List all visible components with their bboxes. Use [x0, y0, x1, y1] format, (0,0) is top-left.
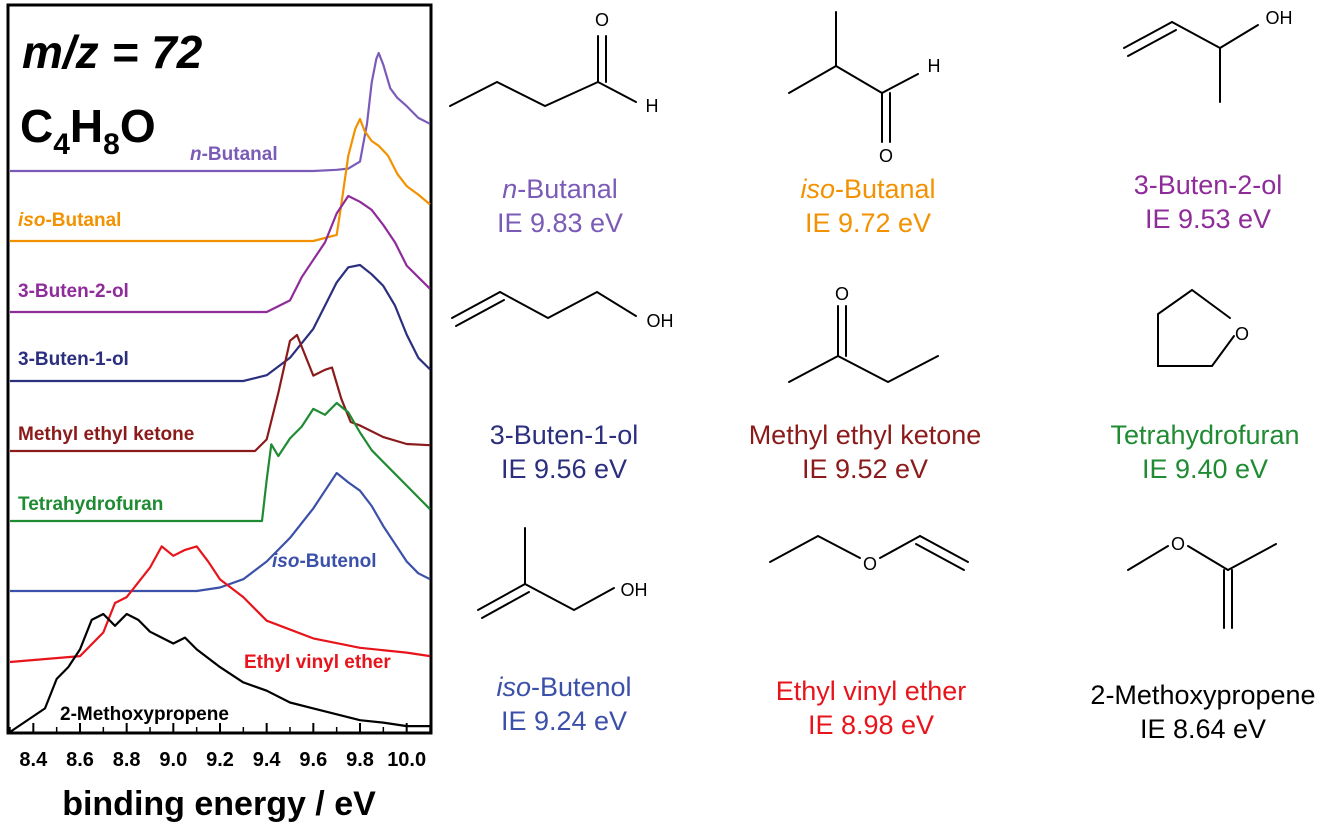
structure-3-buten-2-ol: OH — [1123, 8, 1293, 103]
structure-3-buten-1-ol: OH — [451, 290, 674, 331]
spectrum-line-1 — [10, 117, 431, 243]
atom-oh: OH — [1266, 8, 1293, 28]
atom-o: O — [1171, 534, 1185, 554]
molecule-name: 3-Buten-2-ol — [1133, 170, 1283, 200]
molecule-name: Tetrahydrofuran — [1110, 420, 1300, 450]
series-label-2-methoxypropene: 2-Methoxypropene — [60, 704, 229, 725]
x-tick-label: 9.0 — [159, 749, 187, 771]
x-tick-label: 9.4 — [253, 749, 282, 771]
chart-title-formula: C4H8O — [20, 100, 156, 161]
spectrum-line-6 — [10, 471, 431, 593]
x-tick-label: 8.6 — [66, 749, 94, 771]
atom-oh: OH — [647, 311, 674, 331]
atom-oh: OH — [621, 580, 648, 600]
molecule-label-iso-butanal: iso-Butanal IE 9.72 eV — [738, 172, 998, 240]
spectrum-line-0 — [10, 51, 431, 173]
x-tick-label: 8.4 — [19, 749, 48, 771]
molecule-ie: IE 9.40 eV — [1141, 454, 1269, 484]
series-label-iso-butanal: iso-Butanal — [18, 210, 121, 231]
molecule-label-3-buten-2-ol: 3-Buten-2-ol IE 9.53 eV — [1078, 168, 1335, 236]
spectrum-line-5 — [10, 401, 431, 523]
structure-tetrahydrofuran: O — [1157, 288, 1249, 367]
atom-o: O — [879, 146, 893, 166]
structure-iso-butenol: OH — [477, 527, 648, 619]
series-label-tetrahydrofuran: Tetrahydrofuran — [18, 494, 163, 515]
molecule-name: Methyl ethyl ketone — [748, 420, 982, 450]
molecule-name: Ethyl vinyl ether — [775, 676, 967, 706]
structure-n-butanal: O H — [449, 10, 659, 116]
x-tick-label: 10.0 — [387, 749, 426, 771]
series-label-ethyl-vinyl-ether: Ethyl vinyl ether — [244, 652, 391, 673]
chart-title-mz: m/z = 72 — [22, 26, 203, 78]
spectra-panel: 8.4 8.6 8.8 9.0 9.2 9.4 9.6 9.8 10.0 m/z = 72 C4… — [6, 3, 433, 823]
molecular-structures: O H H O OH OH — [449, 8, 1293, 629]
molecule-name: 2-Methoxypropene — [1090, 680, 1316, 710]
atom-h: H — [928, 56, 941, 76]
molecule-name: n-Butanal — [502, 174, 618, 204]
series-label-methyl-ethyl-ketone: Methyl ethyl ketone — [18, 424, 194, 445]
series-label-n-butanal: n-Butanal — [190, 144, 278, 165]
x-tick-label: 9.6 — [299, 749, 327, 771]
x-tick-label: 8.8 — [113, 749, 141, 771]
structure-methyl-ethyl-ketone: O — [788, 284, 939, 384]
molecule-label-tetrahydrofuran: Tetrahydrofuran IE 9.40 eV — [1075, 418, 1335, 486]
series-label-3-buten-2-ol: 3-Buten-2-ol — [18, 281, 129, 302]
molecule-label-methyl-ethyl-ketone: Methyl ethyl ketone IE 9.52 eV — [735, 418, 995, 486]
atom-h: H — [646, 96, 659, 116]
structure-2-methoxypropene: O — [1127, 534, 1277, 629]
series-label-iso-butenol: iso-Butenol — [272, 551, 377, 572]
x-axis-ticks: 8.4 8.6 8.8 9.0 9.2 9.4 9.6 9.8 10.0 — [9, 723, 431, 771]
molecule-ie: IE 8.98 eV — [807, 710, 935, 740]
molecule-name: 3-Buten-1-ol — [489, 420, 639, 450]
spectra-curves — [9, 51, 431, 733]
spectrum-line-3 — [10, 263, 431, 383]
structure-iso-butanal: H O — [788, 11, 941, 166]
molecule-name: iso-Butanal — [800, 174, 936, 204]
spectrum-line-8 — [9, 612, 430, 733]
molecule-label-n-butanal: n-Butanal IE 9.83 eV — [430, 172, 690, 240]
x-axis-label: binding energy / eV — [62, 785, 376, 823]
molecule-ie: IE 9.53 eV — [1144, 204, 1272, 234]
molecule-label-2-methoxypropene: 2-Methoxypropene IE 8.64 eV — [1073, 678, 1333, 746]
atom-o: O — [1235, 324, 1249, 344]
molecule-ie: IE 9.72 eV — [804, 208, 932, 238]
molecule-ie: IE 9.24 eV — [500, 706, 628, 736]
molecule-ie: IE 8.64 eV — [1139, 714, 1267, 744]
molecule-label-iso-butenol: iso-Butenol IE 9.24 eV — [434, 670, 694, 738]
molecule-name: iso-Butenol — [496, 672, 632, 702]
x-tick-label: 9.8 — [346, 749, 374, 771]
atom-o: O — [595, 10, 609, 30]
spectrum-line-2 — [10, 194, 431, 314]
x-tick-label: 9.2 — [206, 749, 234, 771]
molecule-label-3-buten-1-ol: 3-Buten-1-ol IE 9.56 eV — [434, 418, 694, 486]
atom-o: O — [863, 554, 877, 574]
spectrum-line-7 — [9, 545, 431, 664]
atom-o: O — [835, 284, 849, 304]
spectrum-line-4 — [10, 333, 431, 453]
series-label-3-buten-1-ol: 3-Buten-1-ol — [18, 349, 129, 370]
structure-ethyl-vinyl-ether: O — [769, 534, 969, 574]
molecule-ie: IE 9.56 eV — [500, 454, 628, 484]
molecule-ie: IE 9.52 eV — [801, 454, 929, 484]
molecule-ie: IE 9.83 eV — [496, 208, 624, 238]
molecule-label-ethyl-vinyl-ether: Ethyl vinyl ether IE 8.98 eV — [741, 674, 1001, 742]
